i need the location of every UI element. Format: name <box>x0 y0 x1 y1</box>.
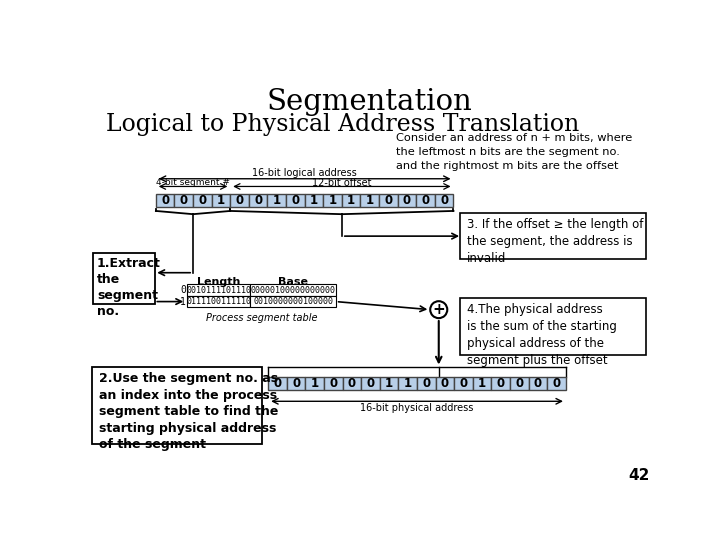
Text: 0: 0 <box>198 194 207 207</box>
Bar <box>454 377 473 390</box>
Bar <box>174 194 193 207</box>
Bar <box>398 377 417 390</box>
Bar <box>251 296 336 307</box>
Text: 0: 0 <box>274 377 282 390</box>
Text: 00000100000000000: 00000100000000000 <box>251 286 336 294</box>
Text: 0111100111110: 0111100111110 <box>186 297 251 306</box>
FancyBboxPatch shape <box>93 253 155 304</box>
Text: 1: 1 <box>328 194 337 207</box>
Text: 0: 0 <box>440 194 449 207</box>
Text: 1: 1 <box>311 377 319 390</box>
Bar <box>287 377 305 390</box>
Text: 1: 1 <box>180 296 186 307</box>
Bar <box>417 377 436 390</box>
Text: 0: 0 <box>161 194 169 207</box>
Text: 0: 0 <box>423 377 431 390</box>
Bar <box>435 194 454 207</box>
Circle shape <box>431 301 447 318</box>
Bar <box>230 194 249 207</box>
Text: 3. If the offset ≥ the length of
the segment, the address is
invalid: 3. If the offset ≥ the length of the seg… <box>467 218 643 265</box>
Bar <box>343 377 361 390</box>
Text: 0: 0 <box>292 194 300 207</box>
Text: 0: 0 <box>292 377 300 390</box>
Bar <box>251 284 336 296</box>
Bar <box>379 194 397 207</box>
Bar <box>212 194 230 207</box>
Text: +: + <box>433 302 445 317</box>
FancyBboxPatch shape <box>92 367 262 444</box>
Text: 1: 1 <box>310 194 318 207</box>
Text: 4.The physical address
is the sum of the starting
physical address of the
segmen: 4.The physical address is the sum of the… <box>467 303 616 367</box>
Text: 1.Extract
the
segment
no.: 1.Extract the segment no. <box>97 256 161 318</box>
FancyBboxPatch shape <box>461 213 646 259</box>
Bar <box>528 377 547 390</box>
Text: 0: 0 <box>497 377 505 390</box>
Text: Consider an address of n + m bits, where
the leftmost n bits are the segment no.: Consider an address of n + m bits, where… <box>396 132 632 171</box>
Bar <box>187 296 251 307</box>
Bar <box>323 194 342 207</box>
Text: 1: 1 <box>217 194 225 207</box>
Text: 0010000000100000: 0010000000100000 <box>253 297 333 306</box>
Text: 0: 0 <box>534 377 542 390</box>
Bar <box>342 194 361 207</box>
Text: 42: 42 <box>628 469 649 483</box>
Text: 0: 0 <box>329 377 338 390</box>
Bar <box>397 194 416 207</box>
Text: 1: 1 <box>366 194 374 207</box>
Text: 16-bit logical address: 16-bit logical address <box>252 168 357 178</box>
Text: 1: 1 <box>347 194 355 207</box>
Bar <box>267 194 286 207</box>
Text: 0: 0 <box>516 377 523 390</box>
Text: 0010111101110: 0010111101110 <box>186 286 251 294</box>
Bar <box>249 194 267 207</box>
Bar <box>361 194 379 207</box>
Text: 0: 0 <box>348 377 356 390</box>
Text: Length: Length <box>197 277 240 287</box>
Bar <box>361 377 380 390</box>
Text: 0: 0 <box>552 377 561 390</box>
Text: 0: 0 <box>254 194 262 207</box>
Text: 1: 1 <box>273 194 281 207</box>
Text: 0: 0 <box>235 194 243 207</box>
Bar <box>305 377 324 390</box>
Text: 0: 0 <box>459 377 467 390</box>
Bar <box>473 377 492 390</box>
Text: 2.Use the segment no. as
an index into the process
segment table to find the
sta: 2.Use the segment no. as an index into t… <box>99 372 278 451</box>
Bar <box>324 377 343 390</box>
Text: 16-bit physical address: 16-bit physical address <box>361 403 474 413</box>
Text: 0: 0 <box>441 377 449 390</box>
Text: 0: 0 <box>384 194 392 207</box>
Bar <box>436 377 454 390</box>
Text: Segmentation: Segmentation <box>266 88 472 116</box>
Bar <box>510 377 528 390</box>
Text: Base: Base <box>278 277 308 287</box>
Bar <box>380 377 398 390</box>
Text: 1: 1 <box>385 377 393 390</box>
Bar <box>193 194 212 207</box>
Text: 0: 0 <box>366 377 374 390</box>
Bar <box>156 194 174 207</box>
FancyBboxPatch shape <box>461 298 646 355</box>
Text: 4-bit segment #: 4-bit segment # <box>156 178 230 187</box>
Bar <box>286 194 305 207</box>
Bar <box>305 194 323 207</box>
Text: 1: 1 <box>404 377 412 390</box>
Text: 0: 0 <box>180 285 186 295</box>
Text: Logical to Physical Address Translation: Logical to Physical Address Translation <box>106 112 579 136</box>
Text: 0: 0 <box>403 194 411 207</box>
Bar <box>269 377 287 390</box>
Bar <box>187 284 251 296</box>
Bar <box>492 377 510 390</box>
Bar <box>547 377 566 390</box>
Text: 12-bit offset: 12-bit offset <box>312 178 372 187</box>
Text: 0: 0 <box>421 194 430 207</box>
Bar <box>416 194 435 207</box>
Text: 1: 1 <box>478 377 486 390</box>
Text: 0: 0 <box>180 194 188 207</box>
Text: Process segment table: Process segment table <box>205 313 317 323</box>
